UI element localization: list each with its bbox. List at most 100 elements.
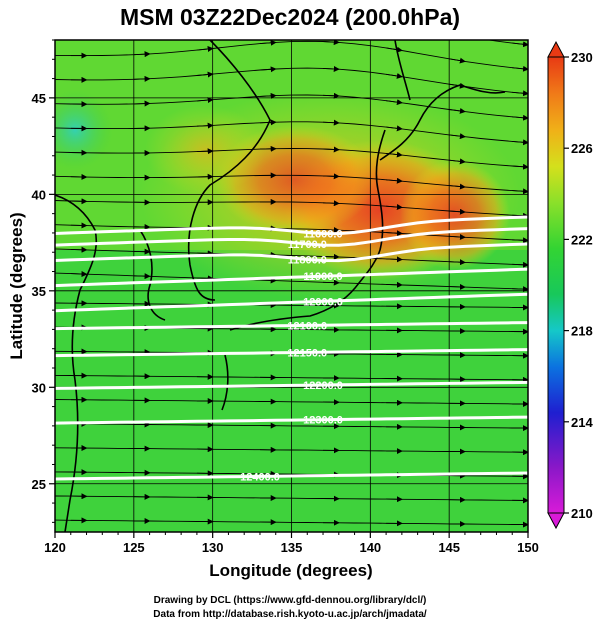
y-tick-label: 45 [32,91,46,106]
map-plot [55,33,528,532]
wind-arrow [449,183,466,190]
wind-arrow [449,233,466,240]
wind-arrow [322,227,340,234]
cool-region-northwest [55,90,113,170]
x-tick-label: 140 [359,540,381,555]
colorbar-ticks: 230 226 222 218 214 210 [564,50,593,521]
lat-lon-grid [55,40,528,532]
x-tick-label: 120 [44,540,66,555]
wind-arrow [512,114,528,121]
coastline-sakhalin [394,40,411,101]
wind-arrow [512,139,528,146]
wind-arrow [322,119,340,126]
contour-line [55,321,528,331]
wind-arrow [70,246,88,253]
wind-arrow [133,273,151,280]
wind-arrow [449,283,466,290]
wind-arrow [386,230,403,237]
wind-arrow [386,177,403,184]
wind-arrow [449,107,466,114]
wind-arrow [259,40,277,46]
contour-line [55,227,528,247]
contour-label: 11900.0 [303,271,342,283]
y-tick-label: 40 [32,187,46,202]
contour-line [55,348,528,358]
wind-arrow [449,158,466,165]
colorbar-tick-label: 210 [571,506,593,521]
credit-drawing: Drawing by DCL (https://www.gfd-dennou.o… [154,595,427,606]
height-contours [55,215,528,481]
wind-arrow [70,271,88,278]
colorbar-tick-label: 214 [571,415,593,430]
y-tick-label: 35 [32,284,46,299]
colorbar-tick-label: 222 [571,232,593,247]
contour-line [55,471,528,481]
colorbar-max-triangle [547,40,565,58]
wind-arrow [322,65,340,72]
wind-arrow [322,253,340,260]
contour-line [55,292,528,313]
wind-arrow [322,40,340,46]
x-tick-label: 150 [517,540,539,555]
wind-arrow [512,286,528,293]
wind-arrow [133,75,151,82]
wind-arrow [386,256,403,263]
wind-arrow [196,71,214,78]
wind-arrow [512,41,528,48]
figure-title: MSM 03Z22Dec2024 (200.0hPa) [120,4,460,30]
contour-line [55,215,528,236]
wind-arrow [196,122,214,129]
wind-arrow [322,92,340,99]
wind-arrow [259,277,277,284]
x-tick-label: 130 [202,540,224,555]
x-tick-label: 125 [123,540,145,555]
wind-arrow [386,281,403,288]
wind-arrow [259,119,277,126]
wind-arrow [196,148,214,155]
wind-arrow [133,100,151,107]
wind-arrow [512,65,528,72]
wind-arrow [196,275,214,282]
wind-arrow [512,237,528,244]
wind-arrow [322,173,340,180]
y-tick-label: 25 [32,477,46,492]
wind-arrow [196,46,214,52]
contour-label: 12150.0 [287,347,327,359]
contour-label: 11800.0 [288,255,327,267]
coastline-hokkaido [379,84,506,161]
y-axis-ticks: 25 30 35 40 45 [32,39,55,523]
wind-arrow [449,33,465,36]
contour-label: 12100.0 [287,320,327,332]
coastline-korea-south [139,229,166,321]
coastline-china [55,194,98,532]
y-tick-label: 30 [32,380,46,395]
wind-arrow [449,208,466,215]
wind-arrow [259,66,277,73]
wind-arrow [322,200,340,207]
wind-arrow [386,204,403,211]
wind-arrow [449,82,466,89]
colorbar-gradient [547,56,565,514]
wind-arrow [512,188,528,195]
colorbar: 230 226 222 218 214 210 [547,40,593,530]
contour-label: 12300.0 [303,415,343,427]
x-tick-label: 145 [438,540,460,555]
wind-arrow [322,279,340,286]
wind-arrow [449,133,466,140]
contour-label: 12000.0 [303,296,343,308]
contour-line [55,380,528,390]
wind-arrow [133,51,151,58]
wind-arrow [386,72,403,79]
wind-arrow [322,146,340,153]
warm-region-core-far-east [400,160,510,270]
colorbar-tick-label: 230 [571,50,593,65]
contour-label: 12400.0 [240,471,280,483]
x-tick-label: 135 [281,540,303,555]
y-axis-title: Latitude (degrees) [7,212,26,359]
colorbar-tick-label: 218 [571,324,593,339]
wind-arrow [449,57,466,64]
colorbar-min-triangle [547,512,565,530]
coastline-korea-north [187,40,271,301]
wind-arrow [512,163,528,170]
